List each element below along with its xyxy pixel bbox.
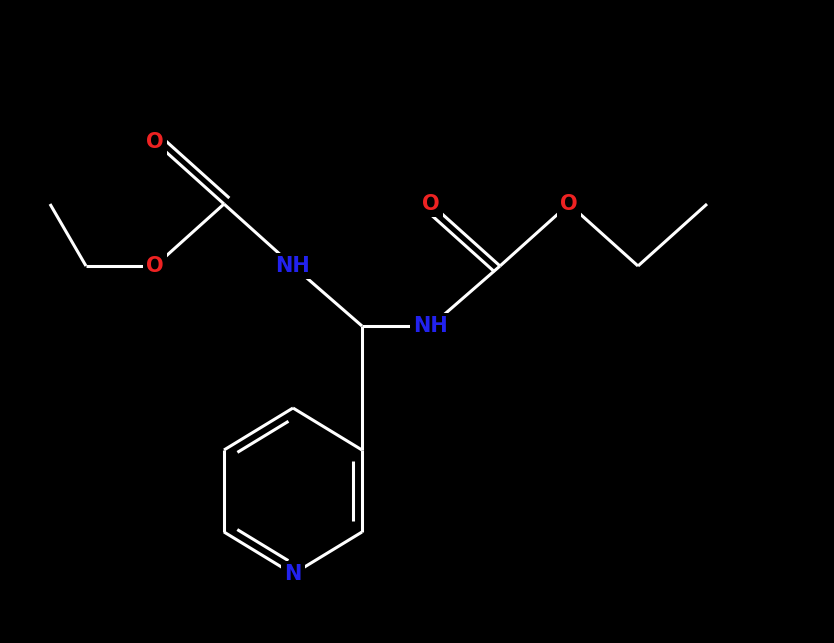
Text: O: O: [146, 132, 163, 152]
Text: O: O: [560, 194, 578, 214]
Text: O: O: [146, 256, 163, 276]
Text: N: N: [284, 564, 302, 584]
Text: O: O: [422, 194, 440, 214]
Text: NH: NH: [414, 316, 449, 336]
Text: NH: NH: [275, 256, 310, 276]
